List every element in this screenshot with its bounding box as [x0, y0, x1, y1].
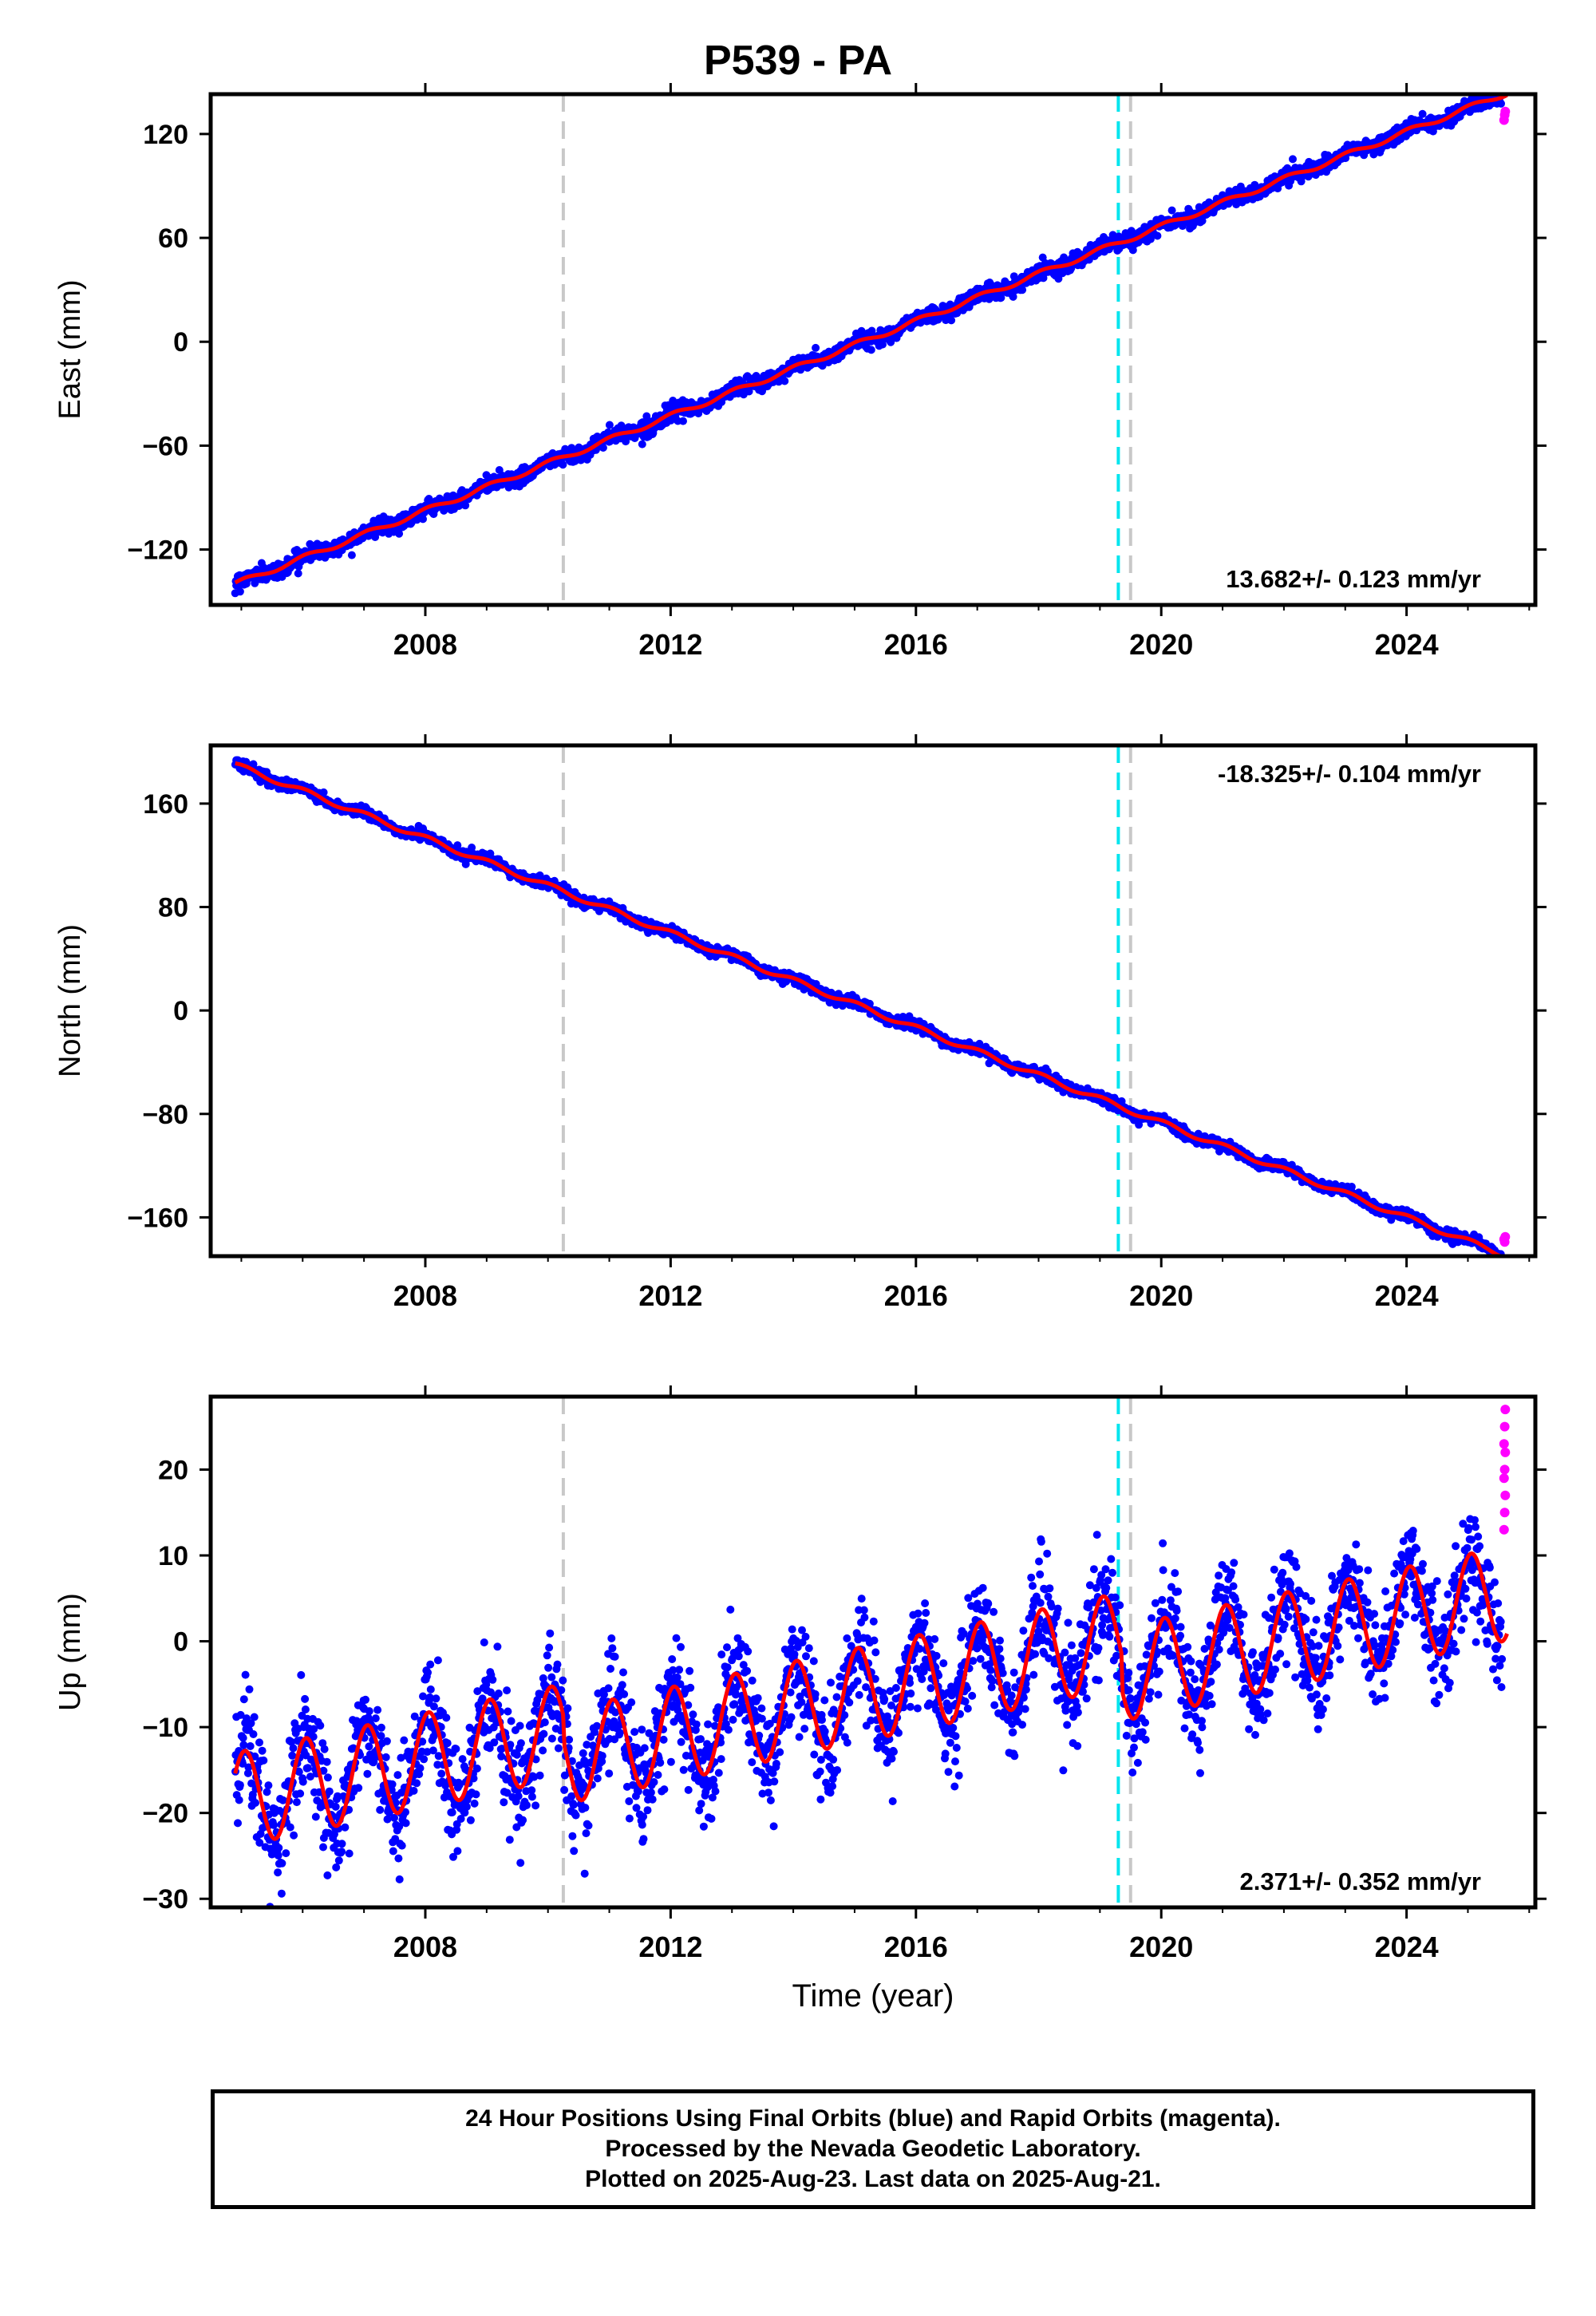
x-tick-label: 2020 — [1129, 628, 1193, 661]
data-point — [1009, 292, 1017, 301]
plot-frame — [208, 92, 1538, 607]
data-point — [294, 569, 302, 578]
data-point — [1167, 206, 1176, 215]
data-point — [598, 444, 607, 452]
data-point — [235, 587, 244, 596]
y-tick-label: −120 — [127, 536, 188, 566]
data-point — [319, 788, 328, 796]
data-point — [679, 417, 687, 425]
data-point — [780, 377, 789, 385]
y-tick-label: 60 — [158, 223, 188, 254]
data-point — [486, 849, 495, 858]
x-tick-label: 2024 — [1375, 628, 1439, 661]
data-point — [867, 346, 875, 354]
x-tick-label: 2016 — [884, 628, 948, 661]
data-point — [1018, 286, 1027, 294]
data-point — [395, 529, 404, 538]
data-point — [1347, 1183, 1356, 1191]
y-tick-label: 120 — [143, 120, 188, 150]
data-point — [997, 294, 1005, 302]
data-point — [605, 421, 614, 429]
rapid-point — [1500, 106, 1511, 117]
rate-label: 13.682+/- 0.123 mm/yr — [1226, 565, 1481, 593]
data-point — [419, 515, 427, 524]
panel-east: −120 −60 0 60 120 2008 2012 2016 2020 2024 East (m… — [53, 83, 1547, 661]
data-point — [347, 551, 356, 559]
data-point — [1487, 85, 1495, 93]
data-point — [559, 460, 567, 469]
final-orbit-points — [231, 85, 1507, 598]
data-point — [812, 343, 820, 352]
data-point — [947, 316, 956, 325]
data-point — [642, 412, 651, 421]
data-point — [1153, 231, 1162, 240]
data-point — [1289, 155, 1297, 164]
data-point — [1128, 246, 1137, 255]
y-tick-label: 0 — [173, 327, 188, 358]
data-point — [1497, 99, 1505, 108]
data-point — [638, 440, 646, 449]
x-tick-label: 2008 — [393, 628, 457, 661]
x-tick-label: 2012 — [638, 628, 702, 661]
rapid-orbit-points — [1499, 106, 1511, 125]
model-curve — [234, 94, 1508, 585]
data-point — [461, 501, 470, 510]
data-point — [745, 387, 753, 396]
y-tick-label: −60 — [142, 431, 188, 461]
data-point — [1418, 109, 1427, 118]
y-axis-label: East (mm) — [53, 279, 87, 419]
data-point — [622, 437, 630, 446]
